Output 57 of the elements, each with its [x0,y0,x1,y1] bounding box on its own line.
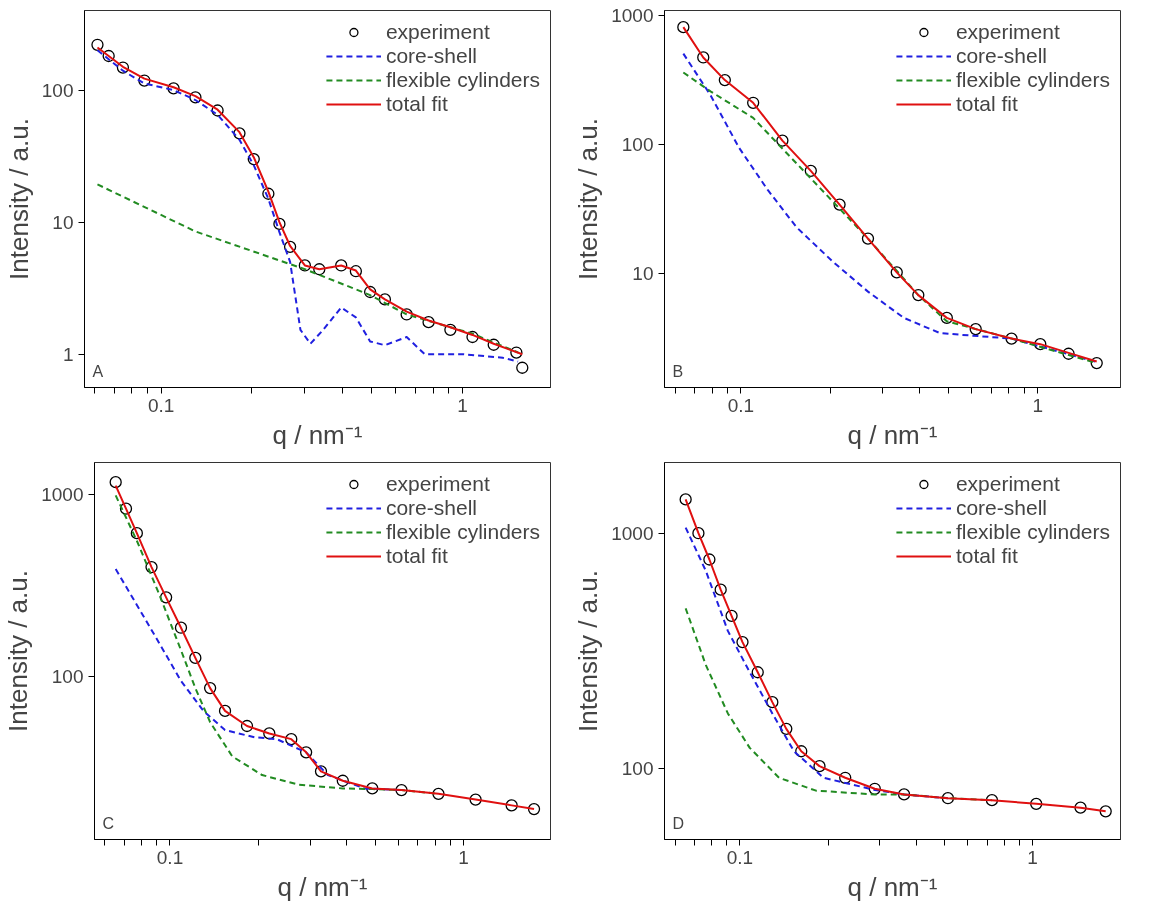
legend-label: flexible cylinders [955,520,1110,544]
legend-label: flexible cylinders [385,68,540,92]
point [1034,338,1047,351]
legend-label: core-shell [385,44,477,68]
point [1090,356,1103,370]
y-tick-label: 1000 [611,522,654,544]
x-tick-label: 1 [1027,846,1038,868]
legend-label: flexible cylinders [955,68,1110,92]
point [1062,347,1075,360]
annotation: B [672,362,684,380]
y-tick-label: 1 [62,343,74,365]
y-tick-label: 100 [621,134,654,156]
legend-label: core-shell [955,44,1047,68]
legend-label: total fit [385,544,448,568]
x-axis-title: q / nm⁻¹ [272,419,363,450]
legend-label: experiment [385,20,490,44]
x-tick-label: 1 [458,846,469,868]
x-tick-label: 1 [457,394,468,416]
point [776,134,789,147]
legend-label: total fit [955,544,1018,568]
legend-label: core-shell [955,496,1047,520]
annotation: A [92,362,104,380]
x-axis-title: q / nm⁻¹ [847,419,938,450]
point [890,266,903,279]
x-tick-label: 1 [1032,394,1044,416]
point [833,198,846,211]
annotation: D [672,814,685,832]
x-tick-label: 0.1 [147,394,175,416]
y-tick-label: 10 [632,263,654,285]
legend-label: total fit [955,92,1018,116]
y-tick-label: 1000 [41,484,84,506]
point [747,96,760,109]
y-axis-title: Intensity / a.u. [573,118,604,280]
x-tick-label: 0.1 [726,846,754,868]
y-tick-label: 1000 [611,5,654,27]
x-axis-title: q / nm⁻¹ [277,871,368,902]
legend-label: experiment [385,472,490,496]
point [1005,332,1018,345]
y-tick-label: 10 [52,211,74,233]
y-tick-label: 100 [41,79,74,101]
y-tick-label: 100 [621,757,654,779]
y-axis-title: Intensity / a.u. [3,118,34,280]
y-axis-title: Intensity / a.u. [573,570,604,732]
point [804,164,817,177]
legend-label: experiment [955,20,1060,44]
x-axis-title: q / nm⁻¹ [847,871,938,902]
point [861,232,875,245]
legend-label: experiment [955,472,1060,496]
x-tick-label: 0.1 [156,846,184,868]
annotation: C [102,814,115,832]
y-tick-label: 100 [51,666,84,688]
legend-label: total fit [385,92,448,116]
legend-label: core-shell [385,496,477,520]
x-tick-label: 0.1 [727,394,755,416]
y-axis-title: Intensity / a.u. [3,570,34,732]
point [718,73,731,87]
legend-label: flexible cylinders [385,520,540,544]
